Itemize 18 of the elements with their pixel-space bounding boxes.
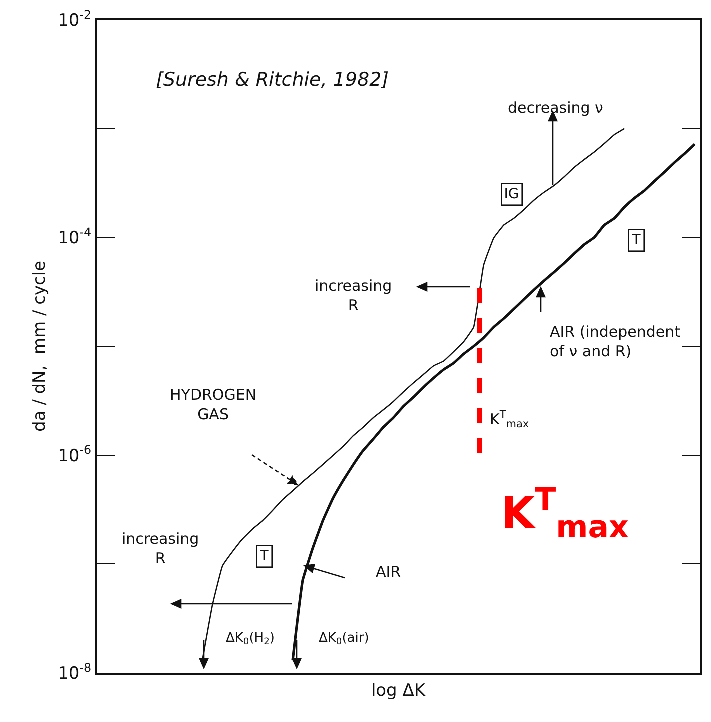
annotation: increasing R: [122, 530, 200, 568]
annotation: AIR: [376, 563, 402, 581]
annotation: [Suresh & Ritchie, 1982]: [156, 69, 390, 91]
annotation: AIR (independent of ν and R): [550, 323, 681, 360]
annotation: IG: [504, 186, 520, 202]
x-axis-title: log ΔK: [371, 680, 426, 701]
y-tick-label: 10$^{-6}$: [58, 443, 92, 466]
y-axis-title: da / dN, mm / cycle: [30, 260, 50, 432]
annotation: ΔK$_{0}$(air): [319, 631, 370, 648]
annotation: T: [259, 548, 270, 564]
annotation: decreasing ν: [508, 99, 604, 117]
annotation: increasing R: [315, 277, 392, 314]
annotation: HYDROGEN GAS: [170, 386, 257, 424]
annotation: ΔK$_{0}$(H$_{2}$): [226, 631, 275, 648]
y-tick-label: 10$^{-2}$: [58, 8, 92, 31]
annotation: T: [631, 232, 642, 248]
y-tick-label: 10$^{-4}$: [58, 225, 92, 249]
y-tick-label: 10$^{-8}$: [58, 660, 92, 684]
